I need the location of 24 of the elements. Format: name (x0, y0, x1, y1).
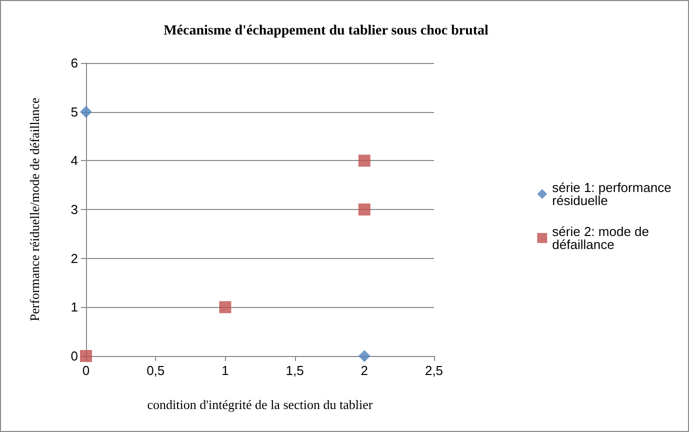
y-tick-label: 2 (70, 250, 78, 266)
x-tick-label: 2 (360, 363, 368, 378)
point (358, 350, 370, 362)
y-tick-label: 4 (70, 153, 78, 168)
x-tick-label: 2,5 (424, 363, 444, 378)
chart-title: Mécanisme d'échappement du tablier sous choc brutal (164, 24, 489, 38)
x-tick-label: 1,5 (286, 363, 304, 378)
point (358, 154, 370, 167)
point (80, 106, 92, 118)
y-tick-label: 6 (70, 56, 78, 70)
y-axis-title: Performance réiduelle/mode de défaillance (27, 98, 42, 322)
legend-label: série 2: mode de défaillance (552, 224, 653, 252)
x-tick-label: 0 (82, 363, 90, 378)
point (358, 204, 370, 216)
point (219, 301, 232, 314)
y-tick-label: 1 (70, 300, 78, 315)
point (80, 350, 92, 362)
legend-label: série 1: performance résiduelle (552, 180, 676, 208)
x-axis-title: condition d'intégrité de la section du tablier (147, 397, 374, 412)
x-tick-label: 1 (222, 363, 229, 378)
y-tick-label: 5 (70, 104, 78, 120)
y-tick-label: 0 (70, 348, 78, 364)
y-tick-label: 3 (70, 202, 78, 217)
x-tick-label: 0,5 (146, 363, 165, 378)
